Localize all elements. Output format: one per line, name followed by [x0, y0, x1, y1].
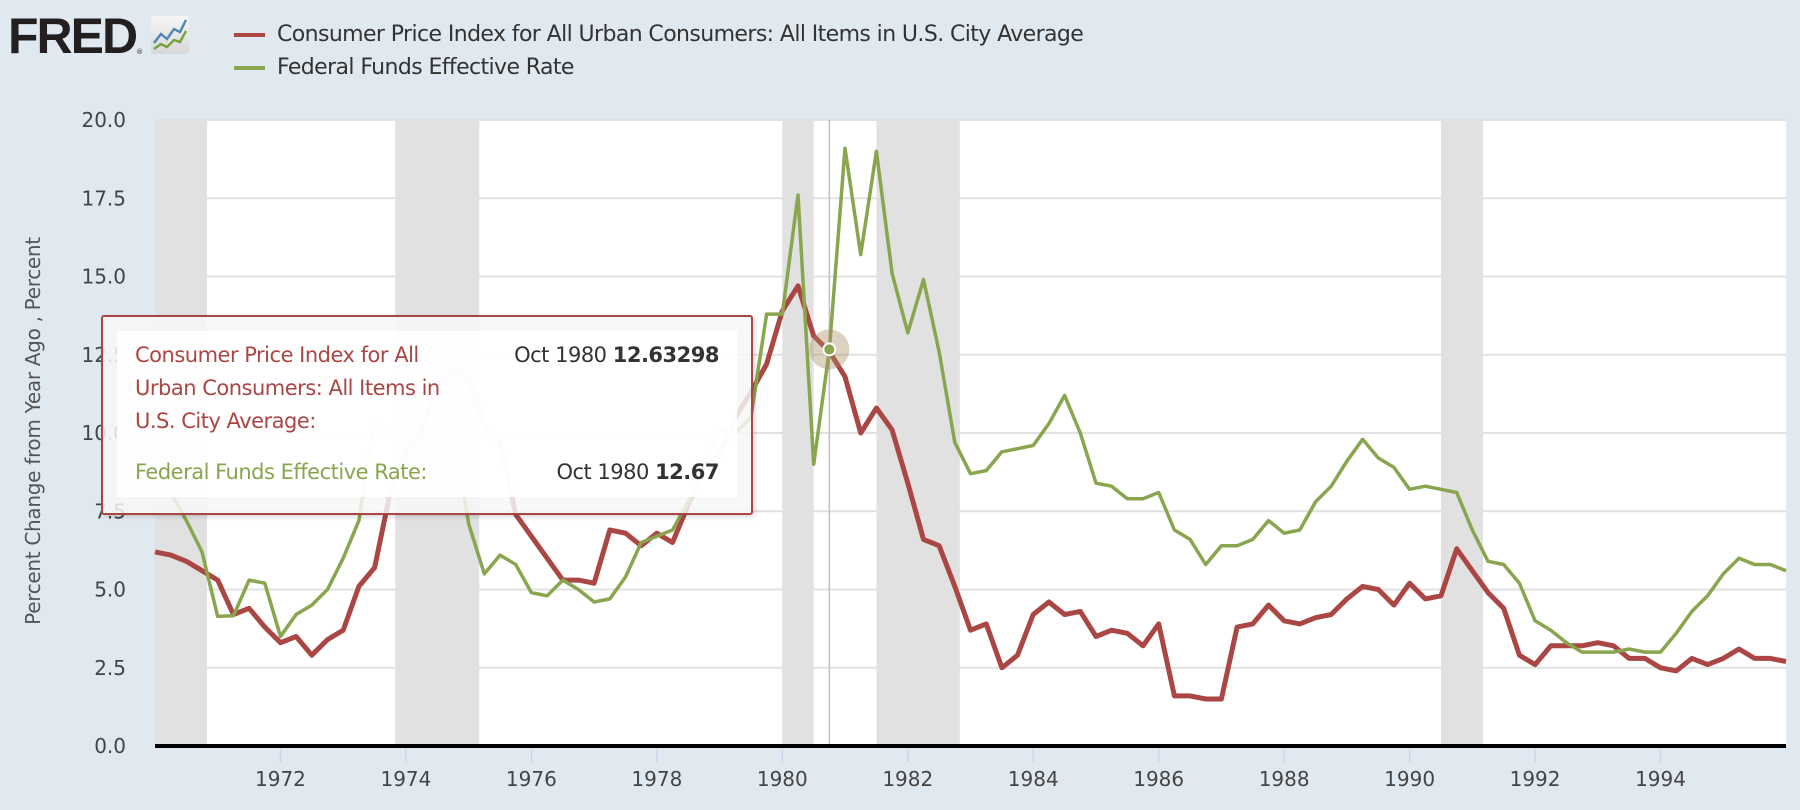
hover-marker-fedfunds: [822, 342, 837, 357]
chart-line-icon: [151, 16, 190, 54]
tooltip-ff-value: Oct 1980 12.67: [556, 456, 719, 489]
x-axis-ticks: 1972 1974 1976 1978 1980 1982 1984 1986 1988 1990…: [255, 749, 1686, 791]
x-tick-label: 1994: [1635, 767, 1686, 791]
legend-item-fedfunds[interactable]: Federal Funds Effective Rate: [234, 51, 1083, 84]
legend-item-cpi[interactable]: Consumer Price Index for All Urban Consu…: [234, 18, 1084, 51]
legend: Consumer Price Index for All Urban Consu…: [234, 18, 1084, 84]
y-tick-label: 15.0: [81, 265, 126, 289]
x-tick-label: 1980: [757, 767, 808, 791]
legend-label-cpi: Consumer Price Index for All Urban Consu…: [277, 22, 1084, 47]
y-tick-label: 2.5: [94, 656, 126, 680]
y-axis-label: Percent Change from Year Ago , Percent: [21, 237, 45, 625]
x-tick-label: 1974: [380, 767, 431, 791]
x-tick-label: 1972: [255, 767, 306, 791]
x-tick-label: 1978: [631, 767, 682, 791]
tooltip: Consumer Price Index for All Urban Consu…: [101, 315, 753, 515]
x-tick-label: 1990: [1384, 767, 1435, 791]
x-tick-label: 1982: [882, 767, 933, 791]
tooltip-ff-date: Oct 1980: [556, 460, 649, 484]
registered-mark: ®: [136, 48, 144, 56]
x-tick-label: 1976: [506, 767, 557, 791]
tooltip-ff-name: Federal Funds Effective Rate:: [135, 460, 427, 484]
tooltip-cpi-number: 12.63298: [612, 343, 720, 367]
legend-swatch-cpi: [234, 32, 265, 37]
y-tick-label: 0.0: [94, 734, 126, 758]
tooltip-cpi-date: Oct 1980: [514, 343, 607, 367]
x-tick-label: 1988: [1259, 767, 1310, 791]
logo-text: FRED: [8, 8, 138, 64]
y-tick-label: 17.5: [81, 186, 126, 210]
y-tick-label: 20.0: [81, 108, 126, 132]
legend-swatch-fedfunds: [234, 65, 265, 70]
x-tick-label: 1986: [1133, 767, 1184, 791]
tooltip-cpi-name: Consumer Price Index for All Urban Consu…: [135, 343, 440, 433]
tooltip-cpi-value: Oct 1980 12.63298: [514, 339, 719, 372]
y-tick-label: 5.0: [94, 578, 126, 602]
x-tick-label: 1984: [1008, 767, 1059, 791]
tooltip-ff-number: 12.67: [655, 460, 719, 484]
legend-label-fedfunds: Federal Funds Effective Rate: [277, 55, 574, 80]
x-tick-label: 1992: [1510, 767, 1561, 791]
fred-logo[interactable]: FRED ®: [8, 8, 190, 64]
hover-markers: [809, 329, 850, 370]
